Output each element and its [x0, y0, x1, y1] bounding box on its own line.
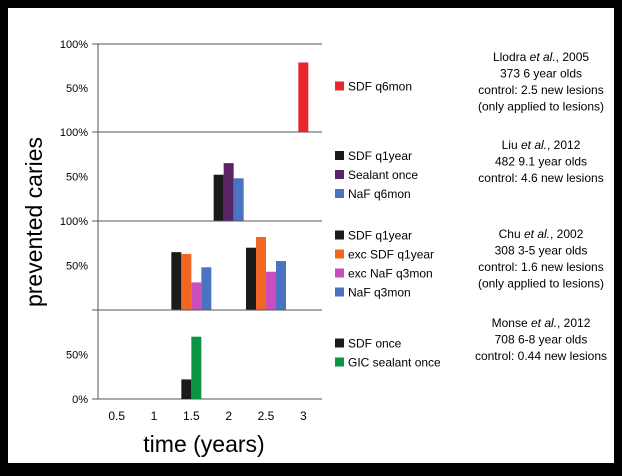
- x-tick-label: 3: [300, 409, 307, 423]
- x-tick-label: 1: [151, 409, 158, 423]
- x-tick-label: 1.5: [183, 409, 200, 423]
- y-tick-label: 50%: [66, 83, 88, 95]
- legend-label: NaF q6mon: [348, 187, 411, 201]
- white-panel: [8, 8, 614, 463]
- legend-swatch: [335, 357, 344, 367]
- y-tick-label: 100%: [60, 39, 88, 51]
- bar-sdf-once-1.5: [181, 379, 192, 399]
- legend-swatch: [335, 151, 344, 160]
- legend-label: SDF q6mon: [348, 80, 412, 94]
- legend-swatch: [335, 189, 344, 198]
- study-line: control: 0.44 new lesions: [475, 349, 607, 363]
- panel-4: 0% 50% SDF once GIC sealant once Monse et al…: [66, 309, 607, 406]
- legend-label: exc NaF q3mon: [348, 267, 433, 281]
- bar-exc-sdf-q1year-1.5: [181, 253, 192, 310]
- legend-swatch: [335, 338, 344, 348]
- legend-label: exc SDF q1year: [348, 248, 434, 262]
- bar-exc-naf-q3mon-2.5: [266, 271, 276, 310]
- y-tick-label: 0%: [72, 394, 88, 406]
- study-line: Liu et al., 2012: [502, 138, 581, 152]
- y-tick-label: 100%: [60, 216, 88, 228]
- y-tick-label: 50%: [66, 172, 88, 184]
- legend-swatch: [335, 249, 344, 259]
- legend-label: SDF q1year: [348, 149, 412, 163]
- legend-label: SDF q1year: [348, 229, 412, 243]
- study-line: 308 3-5 year olds: [495, 244, 588, 258]
- legend-label: GIC sealant once: [348, 356, 441, 370]
- study-line: 482 9.1 year olds: [495, 155, 587, 169]
- study-line: (only applied to lesions): [478, 277, 604, 291]
- legend-label: SDF once: [348, 337, 402, 351]
- study-line: 373 6 year olds: [500, 67, 582, 81]
- y-axis-label: prevented caries: [21, 137, 47, 307]
- legend-swatch: [335, 81, 344, 91]
- study-line: control: 2.5 new lesions: [478, 83, 603, 97]
- legend-label: Sealant once: [348, 168, 418, 182]
- legend-swatch: [335, 268, 344, 278]
- bar-exc-naf-q3mon-1.5: [191, 282, 202, 310]
- legend-swatch: [335, 287, 344, 297]
- study-line: control: 1.6 new lesions: [478, 260, 603, 274]
- legend-label: NaF q3mon: [348, 286, 411, 300]
- panels: 50% 100% SDF q6mon Llodra et al., 2005 373 6…: [60, 39, 607, 423]
- x-tick-label: 2: [225, 409, 232, 423]
- bar-sdf-q1year-2: [213, 174, 224, 221]
- study-line: Chu et al., 2002: [499, 227, 584, 241]
- bar-sdf-q1year-1.5: [171, 252, 182, 310]
- bar-gic-sealant-once-1.5: [191, 336, 202, 399]
- bar-sealant-once-2: [223, 163, 234, 221]
- study-line: Llodra et al., 2005: [493, 50, 589, 64]
- bar-exc-sdf-q1year-2.5: [256, 237, 266, 310]
- study-line: (only applied to lesions): [478, 100, 604, 114]
- y-tick-label: 50%: [66, 261, 88, 273]
- x-tick-label: 2.5: [258, 409, 275, 423]
- study-line: control: 4.6 new lesions: [478, 171, 603, 185]
- bar-sdf-q1year-2.5: [246, 247, 256, 310]
- x-axis-label: time (years): [143, 431, 264, 457]
- x-tick-label: 0.5: [108, 409, 125, 423]
- bar-naf-q6mon-2: [233, 178, 244, 221]
- study-line: 708 6-8 year olds: [495, 333, 588, 347]
- legend-swatch: [335, 170, 344, 179]
- y-tick-label: 50%: [66, 350, 88, 362]
- legend-swatch: [335, 230, 344, 240]
- panel-3: 50% 100% SDF q1year exc SDF q1year exc NaF q…: [60, 216, 604, 311]
- bar-sdf-q6mon-3: [298, 62, 309, 133]
- bar-naf-q3mon-1.5: [201, 267, 212, 310]
- study-line: Monse et al., 2012: [492, 316, 591, 330]
- bar-naf-q3mon-2.5: [276, 261, 286, 310]
- y-tick-label: 100%: [60, 127, 88, 139]
